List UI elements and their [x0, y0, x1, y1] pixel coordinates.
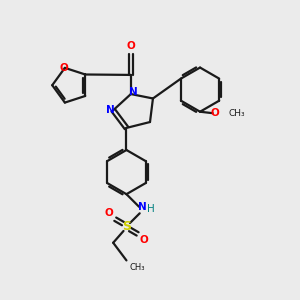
Text: CH₃: CH₃ — [129, 263, 145, 272]
Text: H: H — [147, 204, 155, 214]
Text: N: N — [129, 87, 138, 97]
Text: O: O — [105, 208, 114, 218]
Text: S: S — [122, 220, 131, 233]
Text: N: N — [106, 105, 115, 115]
Text: CH₃: CH₃ — [229, 109, 245, 118]
Text: O: O — [127, 41, 135, 51]
Text: O: O — [210, 108, 219, 118]
Text: N: N — [138, 202, 147, 212]
Text: O: O — [60, 63, 69, 73]
Text: O: O — [139, 235, 148, 245]
